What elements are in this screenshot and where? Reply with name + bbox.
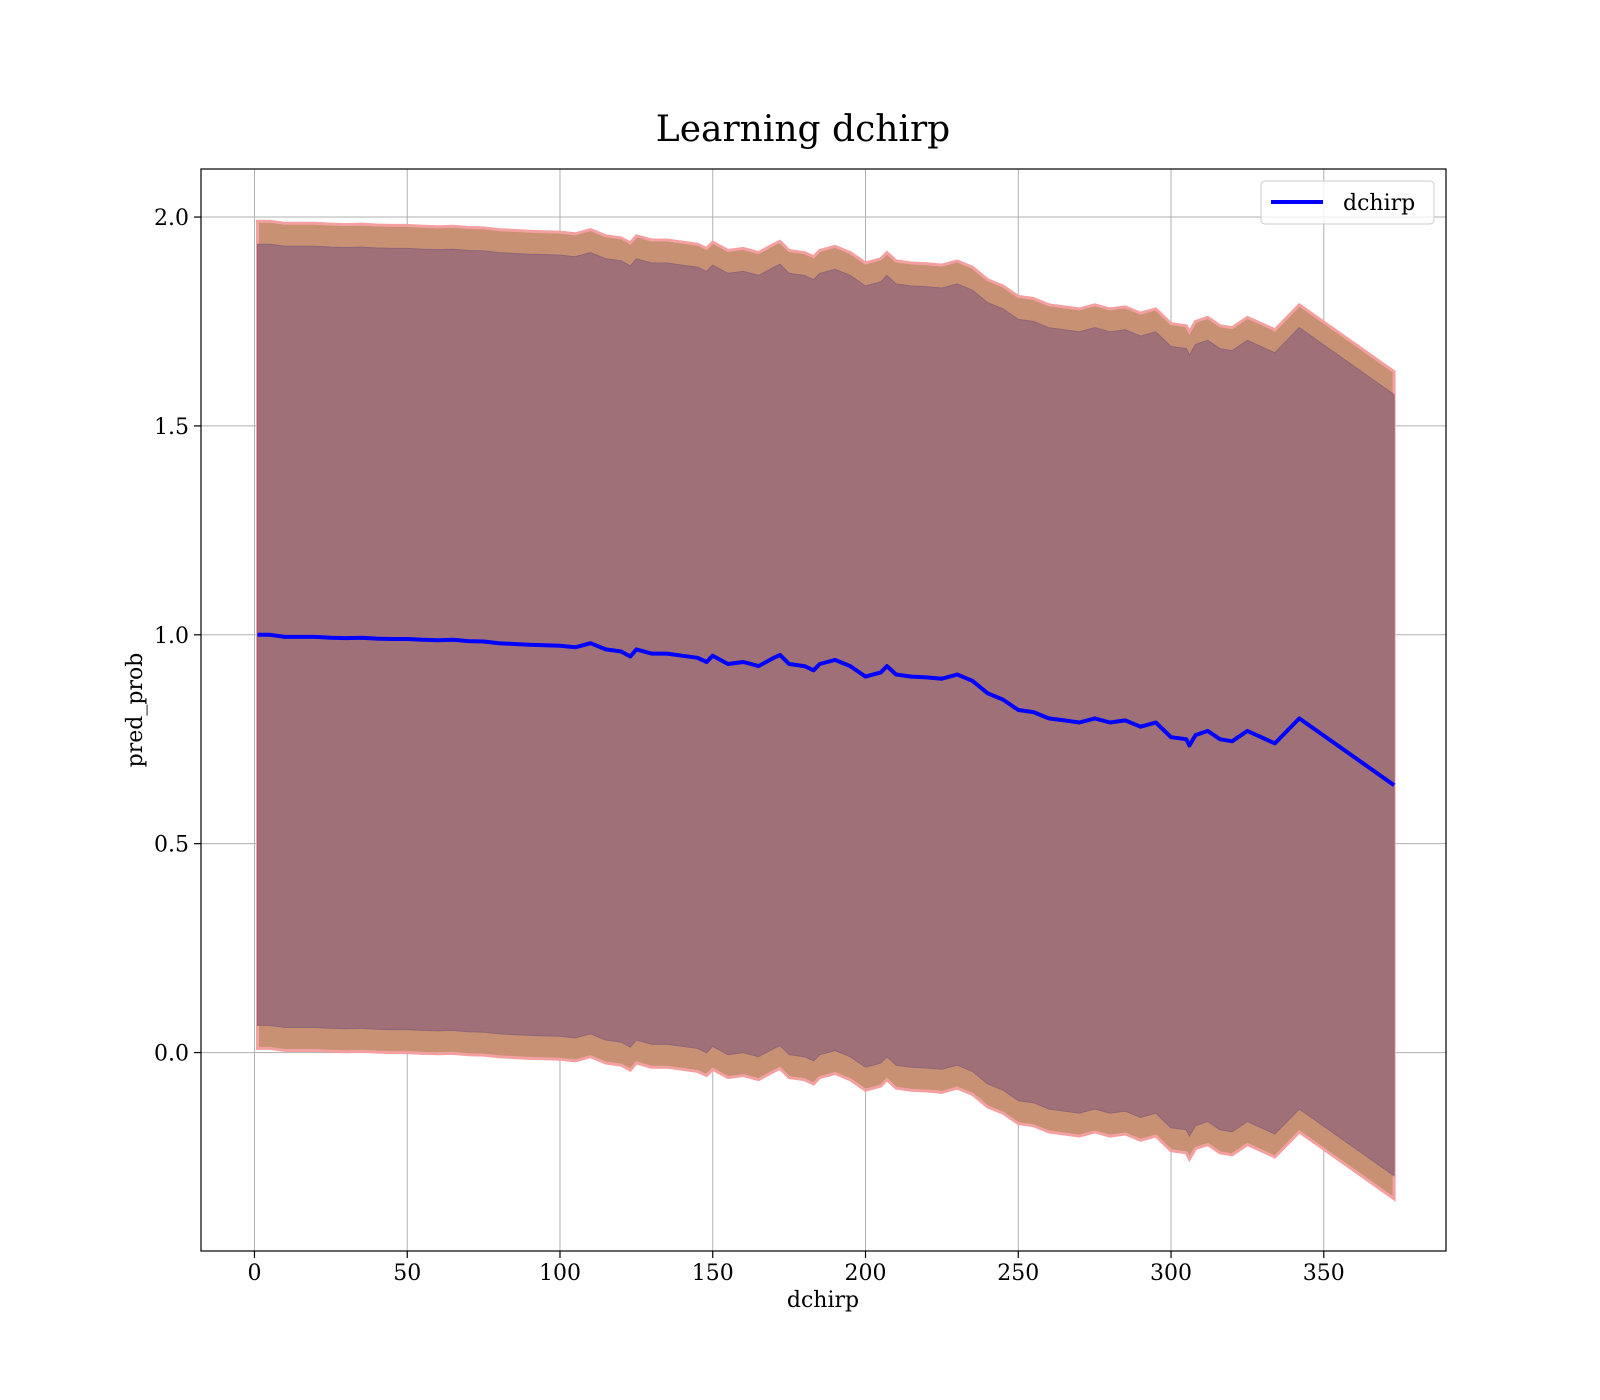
series-lines (257, 632, 1396, 787)
series-line-dchirp (257, 632, 1396, 787)
y-tick-label: 2.0 (154, 206, 189, 231)
x-tick-label: 250 (997, 1261, 1039, 1286)
x-tick-label: 150 (692, 1261, 734, 1286)
y-tick-label: 0.5 (154, 833, 189, 858)
inner-confidence-band (257, 243, 1395, 1177)
x-axis-label: dchirp (787, 1288, 859, 1313)
y-axis-ticks: 0.0 0.5 1.0 1.5 2.0 (154, 206, 201, 1067)
confidence-bands (256, 219, 1396, 1202)
x-tick-label: 300 (1150, 1261, 1192, 1286)
x-tick-label: 350 (1303, 1261, 1345, 1286)
y-tick-label: 1.5 (154, 415, 189, 440)
x-tick-label: 100 (539, 1261, 581, 1286)
x-tick-label: 0 (247, 1261, 261, 1286)
legend: dchirp (1260, 180, 1435, 225)
plot-frame (200, 168, 1447, 1252)
x-tick-label: 50 (393, 1261, 421, 1286)
y-tick-label: 1.0 (154, 624, 189, 649)
legend-label-dchirp: dchirp (1343, 191, 1415, 216)
x-tick-label: 200 (845, 1261, 887, 1286)
y-axis-label: pred_prob (123, 653, 148, 768)
x-axis-ticks: 0 50 100 150 200 250 300 350 (247, 1251, 1345, 1286)
legend-box (1260, 180, 1435, 225)
chart-title: Learning dchirp (656, 109, 950, 150)
y-tick-label: 0.0 (154, 1042, 189, 1067)
